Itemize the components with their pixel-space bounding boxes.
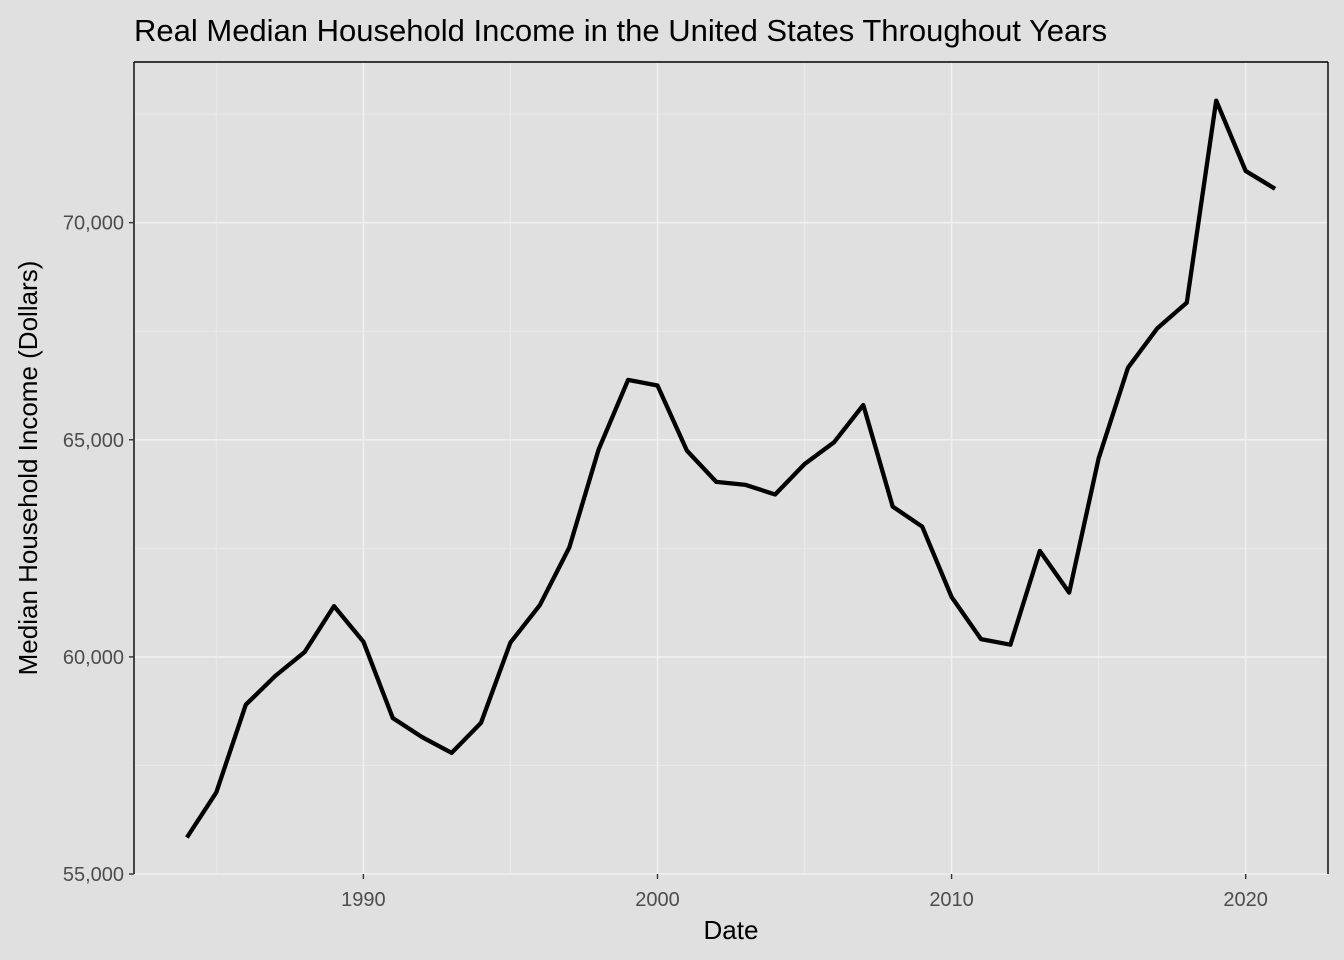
grid-major-y [134,221,1328,875]
y-tick-label: 70,000 [63,213,124,235]
grid-minor-y [134,113,1328,767]
x-tick-label: 2010 [929,889,974,911]
chart-title: Real Median Household Income in the Unit… [134,13,1107,48]
series-layer [185,98,1277,839]
x-tick-label: 2020 [1223,889,1268,911]
y-axis-title: Median Household Income (Dollars) [13,261,43,676]
x-tick-label: 1990 [341,889,386,911]
grid-major-x [362,62,1247,874]
x-tick-label: 2000 [635,889,680,911]
x-axis-title: Date [704,915,759,945]
y-tick-label: 60,000 [63,647,124,669]
x-axis-ticks: 1990 2000 2010 2020 [341,874,1268,911]
panel-border [133,61,1329,874]
series-line [185,98,1277,839]
y-tick-label: 55,000 [63,864,124,886]
y-tick-label: 65,000 [63,430,124,452]
y-axis-ticks: 55,000 60,000 65,000 70,000 [63,213,134,886]
